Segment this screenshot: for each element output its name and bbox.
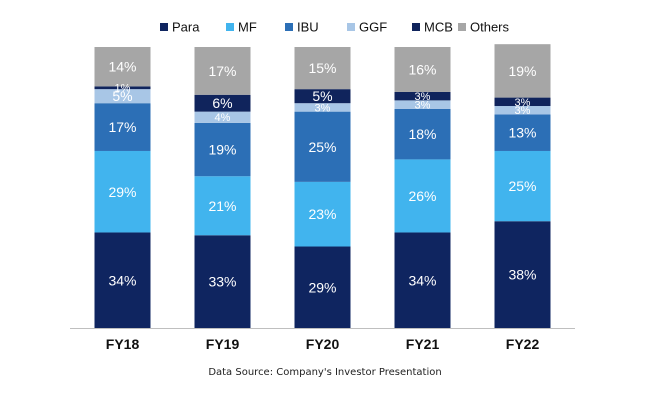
data-source-note: Data Source: Company's Investor Presenta… (208, 367, 442, 378)
data-label-others-fy19: 17% (208, 63, 236, 79)
legend-swatch-mf (226, 23, 234, 31)
bar-segment-para-fy20 (294, 246, 351, 328)
bar-segment-others-fy21 (394, 47, 451, 92)
data-label-mcb-fy20: 5% (312, 88, 332, 104)
legend-swatch-ibu (285, 23, 293, 31)
bar-segment-para-fy18 (94, 232, 151, 328)
data-label-others-fy20: 15% (308, 60, 336, 76)
data-label-ibu-fy20: 25% (308, 139, 336, 155)
data-label-mf-fy20: 23% (308, 206, 336, 222)
bar-segment-para-fy21 (394, 232, 451, 328)
bar-segment-mcb-fy19 (194, 94, 251, 112)
legend-label-para: Para (172, 20, 200, 35)
legend-label-others: Others (470, 20, 510, 35)
bar-segment-mcb-fy22 (494, 97, 551, 107)
bar-segment-mf-fy18 (94, 150, 151, 233)
data-label-mcb-fy21: 3% (415, 91, 431, 103)
data-label-ibu-fy18: 17% (108, 119, 136, 135)
legend-label-mcb: MCB (424, 20, 453, 35)
data-label-ggf-fy20: 3% (315, 102, 331, 114)
bar-segment-ggf-fy18 (94, 89, 151, 104)
bar-segment-mf-fy22 (494, 150, 551, 222)
data-label-para-fy19: 33% (208, 274, 236, 290)
data-label-others-fy22: 19% (508, 63, 536, 79)
bar-segment-ibu-fy22 (494, 114, 551, 151)
data-label-mf-fy19: 21% (208, 198, 236, 214)
bar-segment-ggf-fy22 (494, 106, 551, 115)
x-tick-label-fy19: FY19 (206, 336, 240, 352)
bar-segment-ggf-fy19 (194, 111, 251, 123)
bar-segment-mf-fy19 (194, 176, 251, 236)
legend-label-ibu: IBU (297, 20, 319, 35)
bar-segment-mcb-fy21 (394, 91, 451, 101)
x-tick-label-fy22: FY22 (506, 336, 540, 352)
bar-segment-mf-fy21 (394, 159, 451, 233)
data-label-mcb-fy18: 1% (115, 83, 131, 95)
legend-swatch-mcb (412, 23, 420, 31)
legend-label-mf: MF (238, 20, 257, 35)
data-label-others-fy18: 14% (108, 59, 136, 75)
bar-segment-others-fy20 (294, 47, 351, 90)
x-tick-label-fy21: FY21 (406, 336, 440, 352)
data-label-mf-fy21: 26% (408, 188, 436, 204)
bar-segment-para-fy22 (494, 221, 551, 328)
data-label-ggf-fy21: 3% (415, 100, 431, 112)
data-label-ggf-fy22: 3% (515, 105, 531, 117)
data-label-others-fy21: 16% (408, 62, 436, 78)
data-label-para-fy18: 34% (108, 272, 136, 288)
legend-swatch-others (458, 23, 466, 31)
data-label-mcb-fy19: 6% (212, 95, 232, 111)
bar-segment-others-fy18 (94, 47, 151, 87)
data-label-mf-fy22: 25% (508, 178, 536, 194)
bar-segment-ggf-fy20 (294, 103, 351, 112)
bar-segment-ggf-fy21 (394, 100, 451, 109)
data-label-para-fy20: 29% (308, 279, 336, 295)
bar-segment-ibu-fy19 (194, 122, 251, 177)
data-label-ibu-fy19: 19% (208, 142, 236, 158)
x-tick-label-fy20: FY20 (306, 336, 340, 352)
data-label-para-fy22: 38% (508, 267, 536, 283)
data-label-ibu-fy21: 18% (408, 126, 436, 142)
bar-segment-mcb-fy20 (294, 89, 351, 104)
bar-segment-para-fy19 (194, 235, 251, 328)
bar-segment-ibu-fy20 (294, 111, 351, 182)
data-label-ibu-fy22: 13% (508, 125, 536, 141)
bar-segment-mcb-fy18 (94, 86, 151, 90)
data-label-para-fy21: 34% (408, 272, 436, 288)
bar-segment-ibu-fy18 (94, 103, 151, 151)
bar-segment-mf-fy20 (294, 181, 351, 247)
data-label-ggf-fy18: 5% (112, 88, 132, 104)
bar-segment-ibu-fy21 (394, 108, 451, 160)
legend-label-ggf: GGF (359, 20, 387, 35)
legend-swatch-para (160, 23, 168, 31)
x-tick-label-fy18: FY18 (106, 336, 140, 352)
data-label-mf-fy18: 29% (108, 184, 136, 200)
bar-segment-others-fy22 (494, 44, 551, 98)
legend-swatch-ggf (347, 23, 355, 31)
data-label-mcb-fy22: 3% (515, 97, 531, 109)
data-label-ggf-fy19: 4% (215, 112, 231, 124)
bar-segment-others-fy19 (194, 47, 251, 95)
